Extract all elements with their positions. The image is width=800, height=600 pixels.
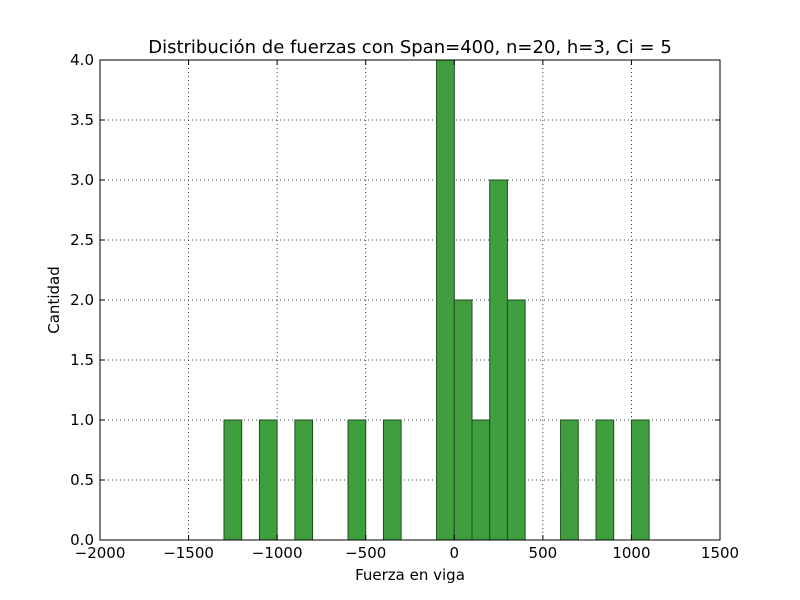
- grid-lines: [99, 59, 721, 541]
- y-tick-label: 2.5: [70, 231, 94, 249]
- x-axis-title: Fuerza en viga: [355, 566, 465, 584]
- histogram-bar: [453, 299, 473, 541]
- histogram-bar: [630, 419, 650, 541]
- histogram-bars: [170, 59, 650, 541]
- y-tick-labels: 0.0 0.5 1.0 1.5 2.0 2.5 3.0 3.5 4.0: [70, 51, 94, 549]
- x-tick-label: −2000: [75, 544, 126, 562]
- histogram-bar: [258, 419, 278, 541]
- x-tick-label: 1000: [612, 544, 650, 562]
- y-tick-label: 3.0: [70, 171, 94, 189]
- histogram-bar: [294, 419, 314, 541]
- histogram-bar: [471, 419, 491, 541]
- x-tick-labels: −2000 −1500 −1000 −500 0 500 1000 1500: [75, 544, 739, 562]
- y-axis-title: Cantidad: [45, 266, 63, 333]
- y-tick-label: 3.5: [70, 111, 94, 129]
- histogram-bar: [489, 179, 508, 541]
- x-tick-label: −1000: [252, 544, 303, 562]
- y-tick-label: 4.0: [70, 51, 94, 69]
- axis-ticks: [99, 59, 721, 541]
- histogram-bar: [436, 59, 455, 541]
- y-tick-label: 0.5: [70, 471, 94, 489]
- histogram-bar: [382, 419, 402, 541]
- x-tick-label: 0: [450, 544, 460, 562]
- histogram-bar: [560, 419, 579, 541]
- chart-title: Distribución de fuerzas con Span=400, n=…: [148, 37, 672, 58]
- y-tick-label: 2.0: [70, 291, 94, 309]
- x-tick-label: 1500: [701, 544, 739, 562]
- x-tick-label: −500: [345, 544, 386, 562]
- x-tick-label: 500: [529, 544, 558, 562]
- histogram-bar: [595, 419, 615, 541]
- y-tick-label: 0.0: [70, 531, 94, 549]
- y-tick-label: 1.0: [70, 411, 94, 429]
- histogram-bar: [347, 419, 367, 541]
- histogram-bar: [506, 299, 526, 541]
- x-tick-label: −1500: [163, 544, 214, 562]
- y-tick-label: 1.5: [70, 351, 94, 369]
- histogram-bar: [223, 419, 243, 541]
